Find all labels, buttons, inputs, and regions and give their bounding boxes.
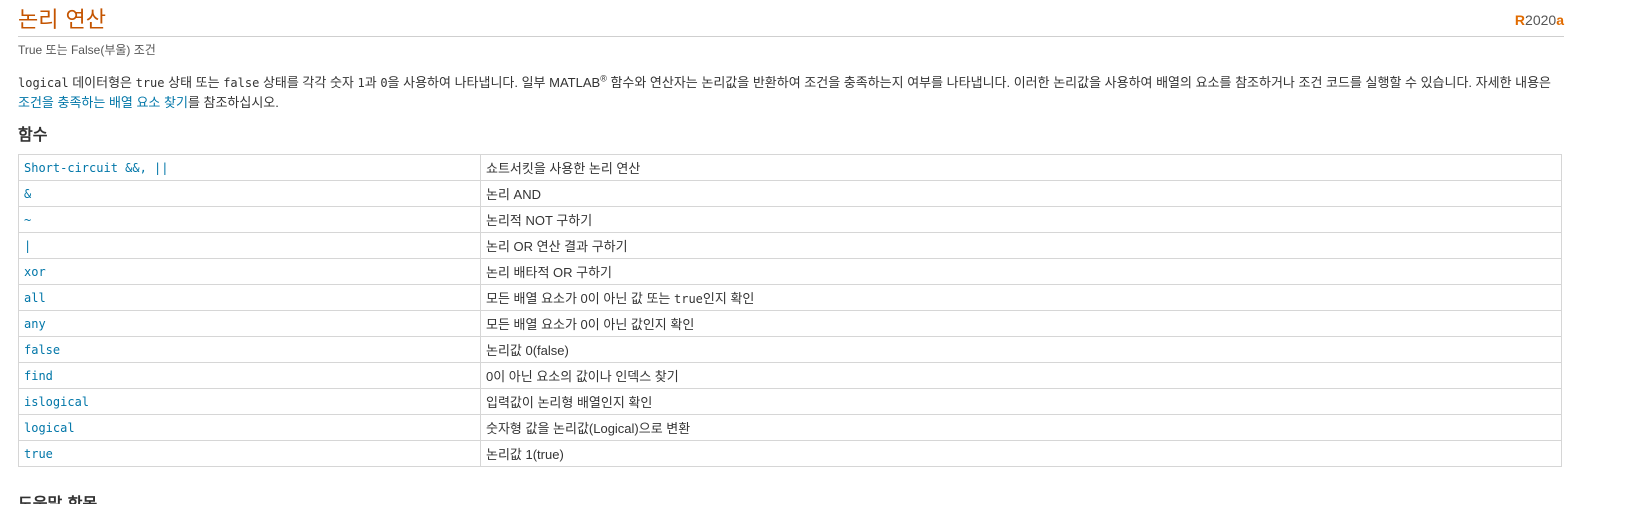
find-array-elements-link[interactable]: 조건을 충족하는 배열 요소 찾기 [18, 95, 188, 110]
table-row: | 논리 OR 연산 결과 구하기 [18, 232, 1562, 259]
function-link[interactable]: logical [18, 414, 481, 441]
functions-heading: 함수 [18, 125, 48, 144]
desc-text-3: 상태를 각각 숫자 [259, 75, 358, 90]
function-description: 모든 배열 요소가 0이 아닌 값 또는 true인지 확인 [480, 284, 1562, 311]
description-paragraph: logical 데이터형은 true 상태 또는 false 상태를 각각 숫자… [18, 73, 1564, 112]
desc-text: 인지 확인 [702, 291, 755, 306]
function-link[interactable]: true [18, 440, 481, 467]
code-one: 1 [357, 76, 365, 90]
function-link[interactable]: any [18, 310, 481, 337]
table-row: islogical 입력값이 논리형 배열인지 확인 [18, 388, 1562, 415]
desc-text-7: 를 참조하십시오. [187, 95, 279, 110]
desc-text-4: 과 [364, 75, 381, 90]
function-link[interactable]: | [18, 232, 481, 259]
function-description: 논리값 1(true) [480, 440, 1562, 467]
desc-text: 모든 배열 요소가 0이 아닌 값 또는 [486, 291, 674, 306]
desc-text-1: 데이터형은 [68, 75, 136, 90]
function-description: 논리 OR 연산 결과 구하기 [480, 232, 1562, 259]
function-description: 모든 배열 요소가 0이 아닌 값인지 확인 [480, 310, 1562, 337]
table-row: xor 논리 배타적 OR 구하기 [18, 258, 1562, 285]
function-link[interactable]: Short-circuit &&, || [18, 154, 481, 181]
function-link[interactable]: xor [18, 258, 481, 285]
code-false: false [223, 76, 260, 90]
table-row: Short-circuit &&, || 쇼트서킷을 사용한 논리 연산 [18, 154, 1562, 181]
table-row: ~ 논리적 NOT 구하기 [18, 206, 1562, 233]
function-description: 쇼트서킷을 사용한 논리 연산 [480, 154, 1562, 181]
function-description: 0이 아닌 요소의 값이나 인덱스 찾기 [480, 362, 1562, 389]
function-description: 논리값 0(false) [480, 336, 1562, 363]
function-link[interactable]: find [18, 362, 481, 389]
release-prefix: R [1514, 12, 1526, 28]
page-subtitle: True 또는 False(부울) 조건 [18, 43, 156, 57]
function-link[interactable]: & [18, 180, 481, 207]
functions-table: Short-circuit &&, || 쇼트서킷을 사용한 논리 연산 & 논… [18, 154, 1562, 467]
table-row: any 모든 배열 요소가 0이 아닌 값인지 확인 [18, 310, 1562, 337]
function-link[interactable]: islogical [18, 388, 481, 415]
title-row: 논리 연산 R2020a [18, 0, 1564, 37]
release-badge: R2020a [1515, 12, 1564, 28]
code-logical: logical [18, 76, 69, 90]
function-link[interactable]: false [18, 336, 481, 363]
function-description: 논리 AND [480, 180, 1562, 207]
code-true: true [135, 76, 165, 90]
table-row: logical 숫자형 값을 논리값(Logical)으로 변환 [18, 414, 1562, 441]
table-row: find 0이 아닌 요소의 값이나 인덱스 찾기 [18, 362, 1562, 389]
code-true: true [674, 292, 703, 306]
function-description: 논리 배타적 OR 구하기 [480, 258, 1562, 285]
desc-text-6: 함수와 연산자는 논리값을 반환하여 조건을 충족하는지 여부를 나타냅니다. … [606, 75, 1552, 90]
desc-text-5: 을 사용하여 나타냅니다. 일부 MATLAB [387, 75, 601, 90]
table-row: false 논리값 0(false) [18, 336, 1562, 363]
table-row: true 논리값 1(true) [18, 440, 1562, 467]
function-description: 숫자형 값을 논리값(Logical)으로 변환 [480, 414, 1562, 441]
function-link[interactable]: ~ [18, 206, 481, 233]
table-row: all 모든 배열 요소가 0이 아닌 값 또는 true인지 확인 [18, 284, 1562, 311]
release-suffix: a [1556, 12, 1564, 28]
page-title: 논리 연산 [18, 8, 106, 33]
code-zero: 0 [380, 76, 388, 90]
topics-heading: 도움말 항목 [18, 494, 98, 504]
desc-text-2: 상태 또는 [164, 75, 224, 90]
function-description: 논리적 NOT 구하기 [480, 206, 1562, 233]
registered-mark: ® [600, 73, 607, 84]
function-link[interactable]: all [18, 284, 481, 311]
release-year: 2020 [1525, 12, 1557, 28]
function-description: 입력값이 논리형 배열인지 확인 [480, 388, 1562, 415]
table-row: & 논리 AND [18, 180, 1562, 207]
